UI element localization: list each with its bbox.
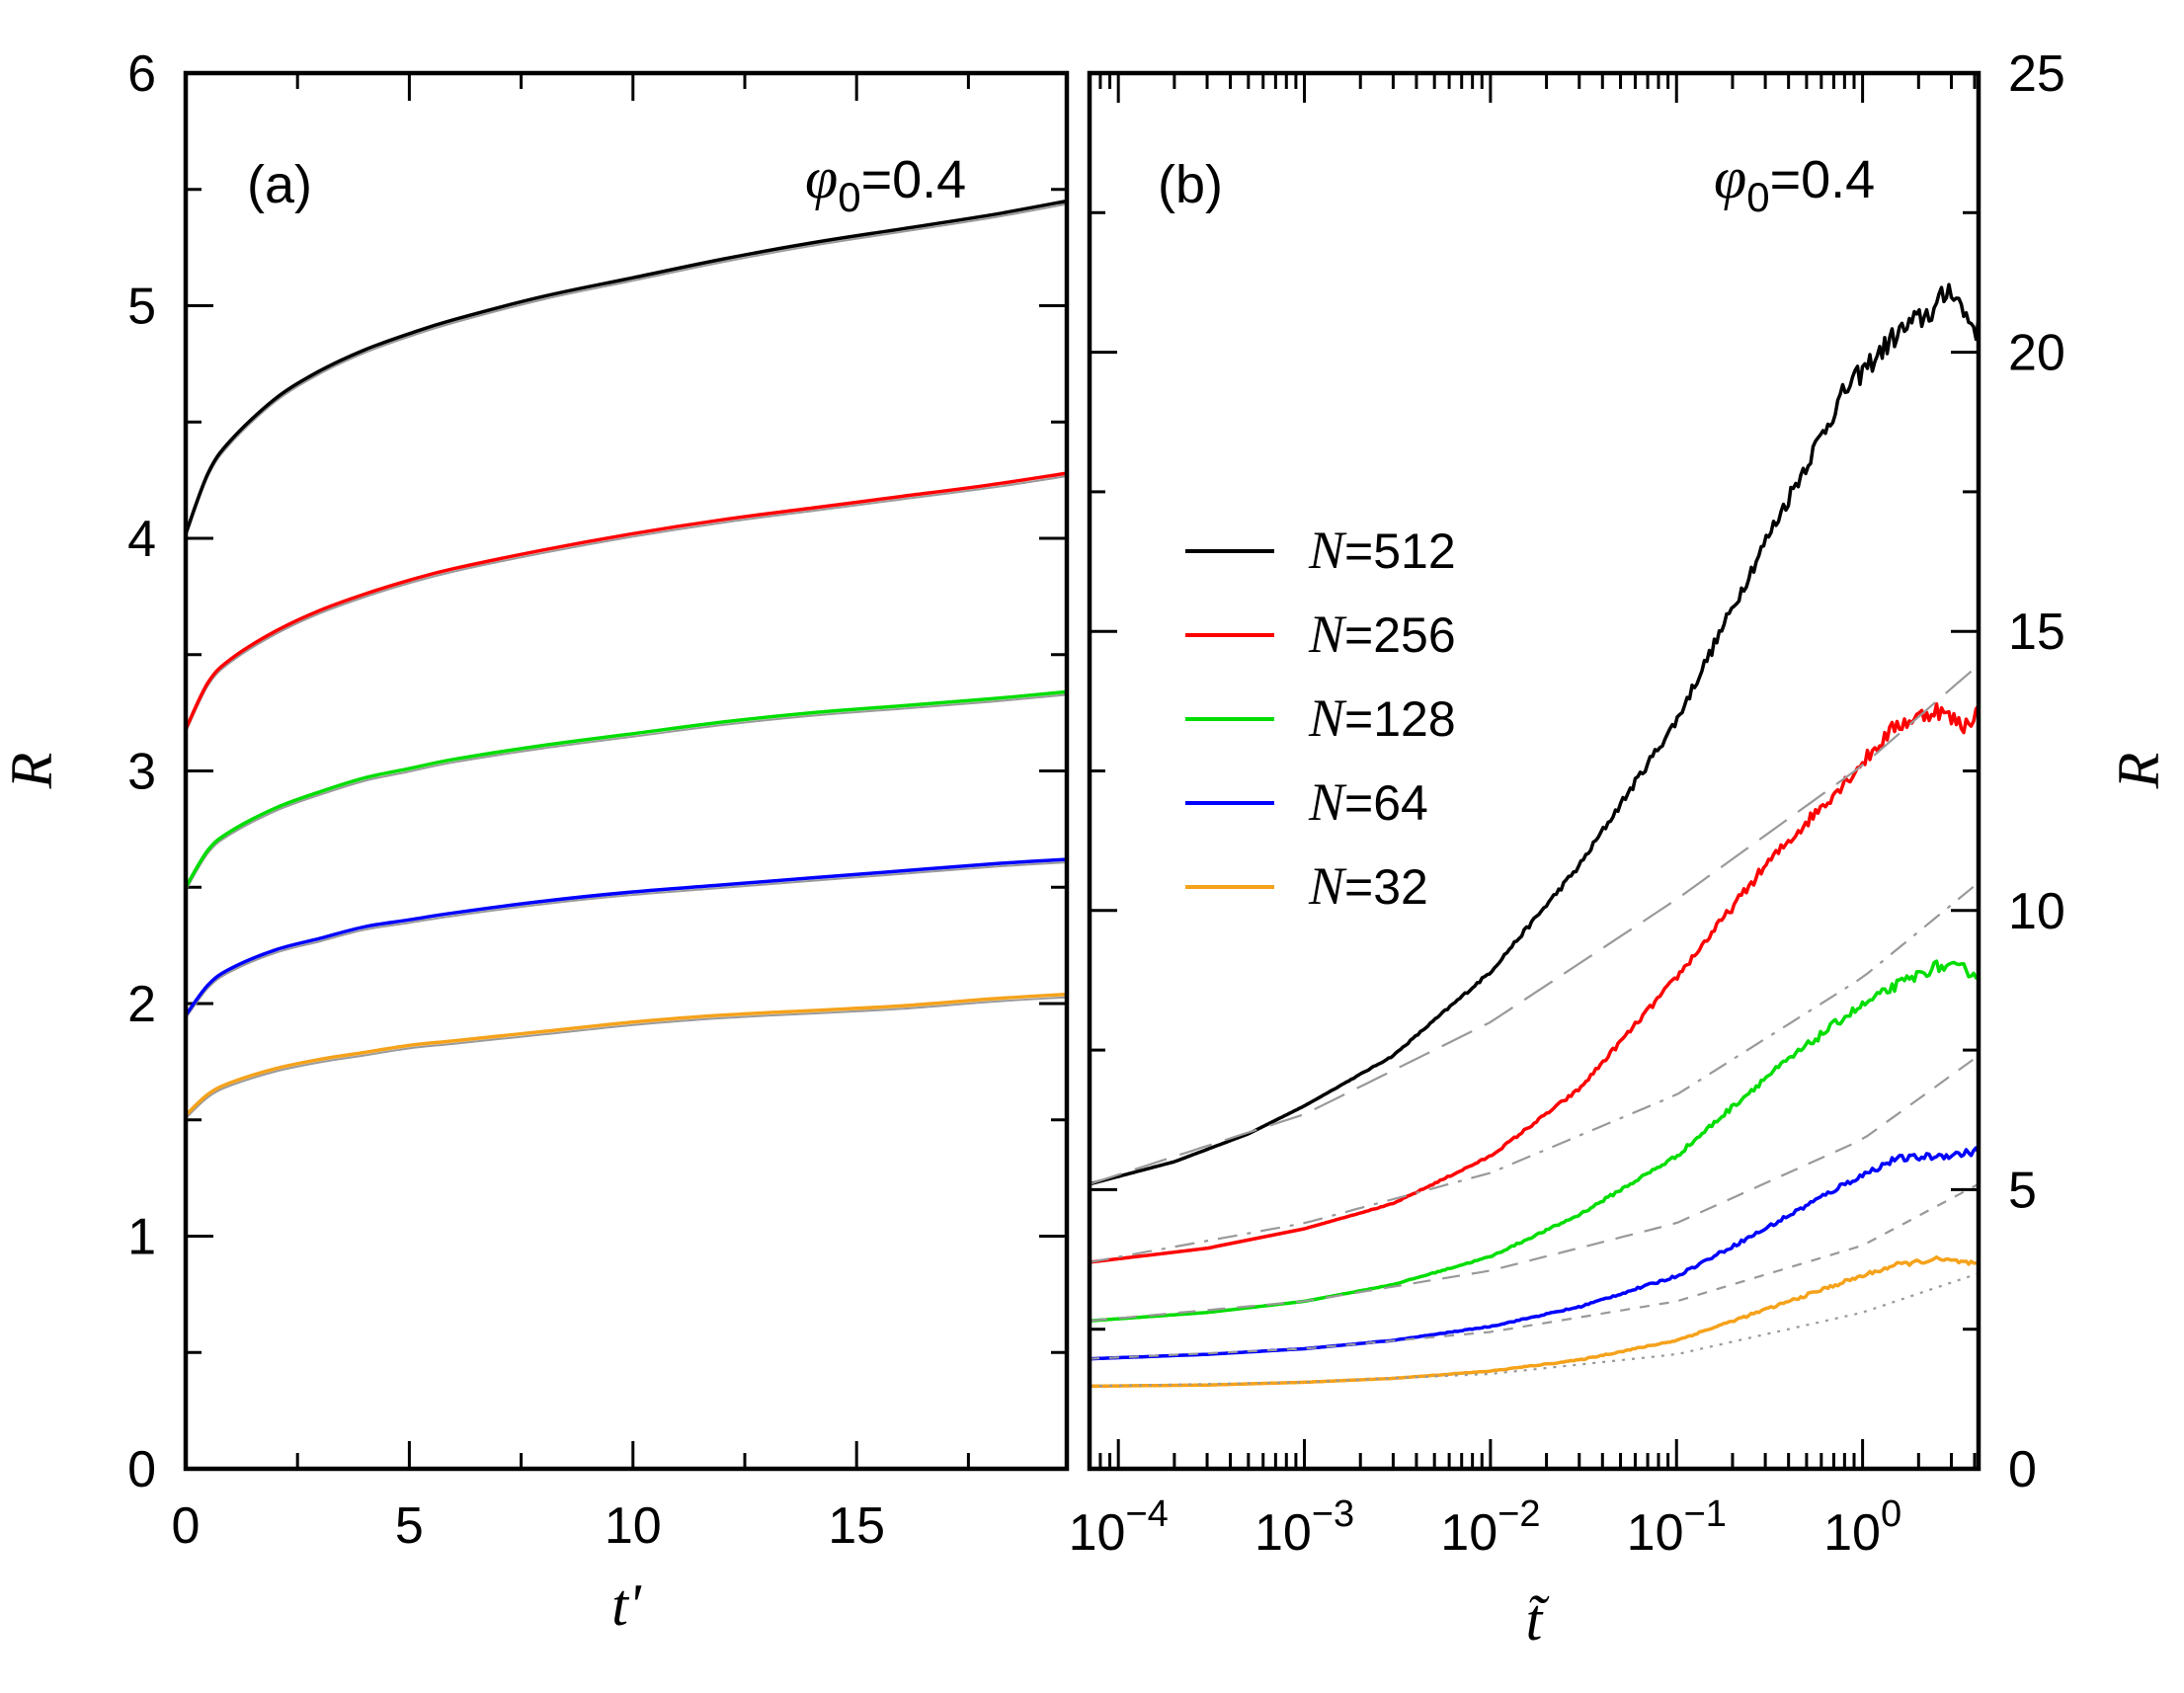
panel-b-label: (b) xyxy=(1158,155,1223,214)
panel-a-ylabel: R xyxy=(0,753,64,790)
y-tick-label: 4 xyxy=(127,511,156,568)
legend-entry-label: N=256 xyxy=(1308,605,1456,664)
x-tick-label: 10−4 xyxy=(1069,1493,1169,1562)
y-tick-label: 5 xyxy=(127,279,156,336)
panel-a-frame xyxy=(183,70,1070,1472)
series-line-n-256 xyxy=(184,471,1068,730)
y-tick-label: 5 xyxy=(2008,1162,2037,1219)
fit-line xyxy=(185,202,1068,537)
legend-entry-label: N=64 xyxy=(1308,772,1428,832)
x-tick-label: 10−1 xyxy=(1627,1493,1727,1562)
y-tick-label: 0 xyxy=(127,1441,156,1498)
series-line-n-512 xyxy=(1089,282,1981,1186)
fit-line-n-64 xyxy=(1089,1182,1980,1360)
panel-a-xlabel: t' xyxy=(611,1572,642,1638)
fit-line xyxy=(185,861,1068,1019)
series-line-n-32 xyxy=(1089,1254,1980,1389)
y-tick-label: 15 xyxy=(2008,604,2065,661)
phi-symbol: φ xyxy=(1714,145,1746,210)
legend-entry-label: N=512 xyxy=(1308,521,1456,580)
y-tick-label: 6 xyxy=(127,45,156,103)
fit-line-n-256 xyxy=(1089,881,1980,1263)
series-line-n-128 xyxy=(1089,959,1981,1323)
series-line-n-256 xyxy=(1089,701,1981,1264)
panel-b-ticks: 10−4 10−3 10−2 10−1 100 0 5 10 15 20 25 xyxy=(1069,45,2065,1562)
panel-b-ylabel: R xyxy=(2106,753,2171,790)
y-tick-label: 3 xyxy=(127,744,156,801)
x-tick-label: 10−3 xyxy=(1254,1493,1354,1562)
phi-value: =0.4 xyxy=(1770,150,1876,209)
series-line-n-128 xyxy=(184,689,1068,889)
series-line-n-64 xyxy=(1089,1146,1981,1361)
x-tick-label: 15 xyxy=(828,1497,885,1555)
x-tick-label: 10 xyxy=(605,1497,662,1555)
panel-b-series xyxy=(1089,282,1981,1389)
fit-line xyxy=(185,996,1068,1119)
x-tick-label: 100 xyxy=(1823,1493,1901,1562)
panel-b-xlabel: t̃ xyxy=(1526,1587,1550,1653)
legend: N=512 N=256 N=128 N=64 N=32 xyxy=(1185,521,1456,916)
y-tick-label: 10 xyxy=(2008,883,2065,940)
x-tick-label: 5 xyxy=(395,1497,424,1555)
y-tick-label: 1 xyxy=(127,1209,156,1266)
fit-line xyxy=(185,475,1068,733)
panel-b-frame xyxy=(1087,70,1982,1472)
fit-line-n-512 xyxy=(1089,664,1980,1185)
y-tick-label: 25 xyxy=(2008,45,2065,103)
series-line-n-512 xyxy=(184,199,1068,534)
series-line-n-32 xyxy=(184,992,1068,1117)
phi-symbol: φ xyxy=(805,145,838,210)
panel-a-label: (a) xyxy=(247,155,312,214)
x-tick-label: 10−2 xyxy=(1440,1493,1540,1562)
phi-subscript: 0 xyxy=(838,174,860,220)
y-tick-label: 0 xyxy=(2008,1441,2037,1498)
phi-subscript: 0 xyxy=(1746,174,1769,220)
panel-a-series xyxy=(184,199,1068,1119)
fit-line-n-128 xyxy=(1089,1054,1980,1323)
y-tick-label: 20 xyxy=(2008,325,2065,382)
phi-value: =0.4 xyxy=(861,150,967,209)
y-tick-label: 2 xyxy=(127,976,156,1033)
series-line-n-64 xyxy=(184,857,1068,1016)
panel-b-annotation: φ0=0.4 xyxy=(1714,145,1875,220)
legend-entry-label: N=32 xyxy=(1308,856,1428,916)
legend-entry-label: N=128 xyxy=(1308,688,1456,748)
x-tick-label: 0 xyxy=(172,1497,201,1555)
panel-a-ticks: 0 1 2 3 4 5 6 0 5 10 15 xyxy=(127,45,1067,1555)
fit-line-n-32 xyxy=(1089,1272,1980,1388)
fit-line xyxy=(185,693,1068,891)
panel-a-annotation: φ0=0.4 xyxy=(805,145,966,220)
